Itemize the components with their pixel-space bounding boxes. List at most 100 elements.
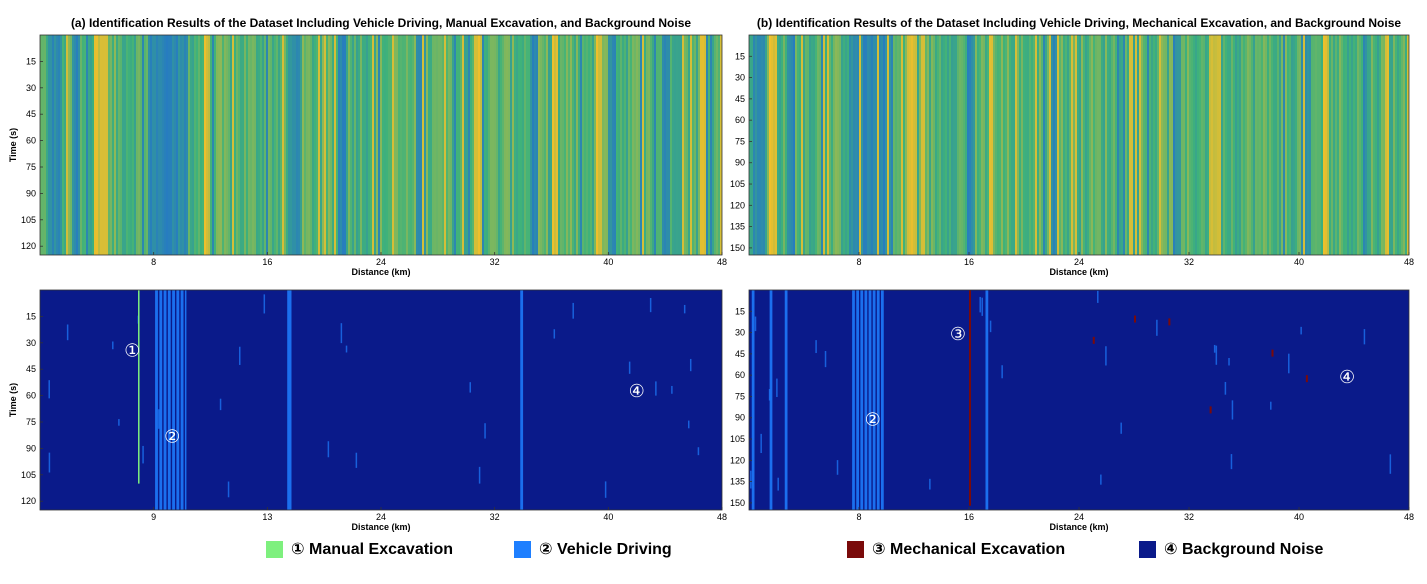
heatmap-column <box>1317 35 1319 255</box>
heatmap-column <box>210 35 212 255</box>
heatmap-column <box>80 35 82 255</box>
x-tick-label: 24 <box>1074 257 1084 267</box>
heatmap-column <box>238 35 240 255</box>
heatmap-column <box>1105 35 1107 255</box>
heatmap-column <box>953 35 955 255</box>
heatmap-column <box>68 35 70 255</box>
heatmap-column <box>536 35 538 255</box>
heatmap-column <box>418 35 420 255</box>
heatmap-column <box>488 35 490 255</box>
heatmap-column <box>1335 35 1337 255</box>
x-tick-label: 32 <box>1184 257 1194 267</box>
vehicle-driving-blip <box>1100 474 1102 485</box>
vehicle-driving-blip <box>689 358 692 372</box>
heatmap-column <box>1153 35 1155 255</box>
heatmap-column <box>572 35 574 255</box>
vehicle-driving-blip <box>1224 381 1227 395</box>
x-tick-label: 24 <box>376 257 386 267</box>
heatmap-column <box>821 35 823 255</box>
heatmap-column <box>1331 35 1333 255</box>
heatmap-column <box>46 35 48 255</box>
heatmap-column <box>1237 35 1239 255</box>
heatmap-column <box>82 35 84 255</box>
heatmap-column <box>92 35 94 255</box>
heatmap-column <box>218 35 220 255</box>
heatmap-column <box>781 35 783 255</box>
heatmap-column <box>1037 35 1039 255</box>
heatmap-column <box>1215 35 1217 255</box>
heatmap-column <box>430 35 432 255</box>
heatmap-column <box>1315 35 1317 255</box>
heatmap-column <box>422 35 424 255</box>
heatmap-column <box>538 35 540 255</box>
heatmap-column <box>176 35 178 255</box>
heatmap-column <box>676 35 678 255</box>
heatmap-column <box>981 35 983 255</box>
heatmap-column <box>668 35 670 255</box>
heatmap-column <box>947 35 949 255</box>
heatmap-column <box>112 35 114 255</box>
heatmap-column <box>312 35 314 255</box>
heatmap-column <box>184 35 186 255</box>
y-tick-label: 120 <box>21 241 36 251</box>
heatmap-column <box>660 35 662 255</box>
legend-label-background-noise: ④ Background Noise <box>1164 541 1324 558</box>
vehicle-driving-blip <box>750 470 752 489</box>
heatmap-column <box>688 35 690 255</box>
heatmap-column <box>1093 35 1095 255</box>
heatmap-column <box>278 35 280 255</box>
legend-swatch-background-noise <box>1139 540 1156 558</box>
heatmap-column <box>496 35 498 255</box>
heatmap-column <box>400 35 402 255</box>
heatmap-column <box>712 35 714 255</box>
heatmap-column <box>98 35 100 255</box>
heatmap-column <box>356 35 358 255</box>
heatmap-column <box>48 35 50 255</box>
x-tick-label: 16 <box>964 257 974 267</box>
heatmap-column <box>979 35 981 255</box>
vehicle-driving-blip <box>1105 346 1107 366</box>
vehicle-driving-blip <box>1097 290 1099 303</box>
heatmap-column <box>144 35 146 255</box>
heatmap-column <box>877 35 879 255</box>
heatmap-column <box>1183 35 1185 255</box>
heatmap-column <box>1067 35 1069 255</box>
heatmap-column <box>1387 35 1389 255</box>
heatmap-column <box>56 35 58 255</box>
heatmap-column <box>414 35 416 255</box>
heatmap-column <box>214 35 216 255</box>
heatmap-column <box>54 35 56 255</box>
y-tick-label: 90 <box>26 188 36 198</box>
heatmap-column <box>622 35 624 255</box>
heatmap-column <box>304 35 306 255</box>
heatmap-column <box>919 35 921 255</box>
heatmap-column <box>989 35 991 255</box>
y-tick-label: 45 <box>735 349 745 359</box>
heatmap-column <box>1007 35 1009 255</box>
heatmap-column <box>484 35 486 255</box>
y-tick-label: 15 <box>26 56 36 66</box>
heatmap-column <box>909 35 911 255</box>
x-tick-label: 8 <box>856 257 861 267</box>
heatmap-column <box>779 35 781 255</box>
y-tick-label: 45 <box>735 94 745 104</box>
heatmap-column <box>164 35 166 255</box>
y-tick-label: 45 <box>26 364 36 374</box>
heatmap-column <box>1205 35 1207 255</box>
heatmap-column <box>720 35 722 255</box>
vehicle-driving-segment <box>520 290 524 510</box>
heatmap-column <box>1325 35 1327 255</box>
heatmap-column <box>550 35 552 255</box>
x-axis-label: Distance (km) <box>1049 522 1108 532</box>
heatmap-column <box>1063 35 1065 255</box>
heatmap-column <box>889 35 891 255</box>
y-tick-label: 105 <box>21 215 36 225</box>
heatmap-column <box>610 35 612 255</box>
heatmap-column <box>310 35 312 255</box>
heatmap-column <box>316 35 318 255</box>
x-tick-label: 48 <box>1404 512 1414 522</box>
x-tick-label: 16 <box>262 257 272 267</box>
heatmap-column <box>124 35 126 255</box>
heatmap-column <box>196 35 198 255</box>
heatmap-column <box>122 35 124 255</box>
